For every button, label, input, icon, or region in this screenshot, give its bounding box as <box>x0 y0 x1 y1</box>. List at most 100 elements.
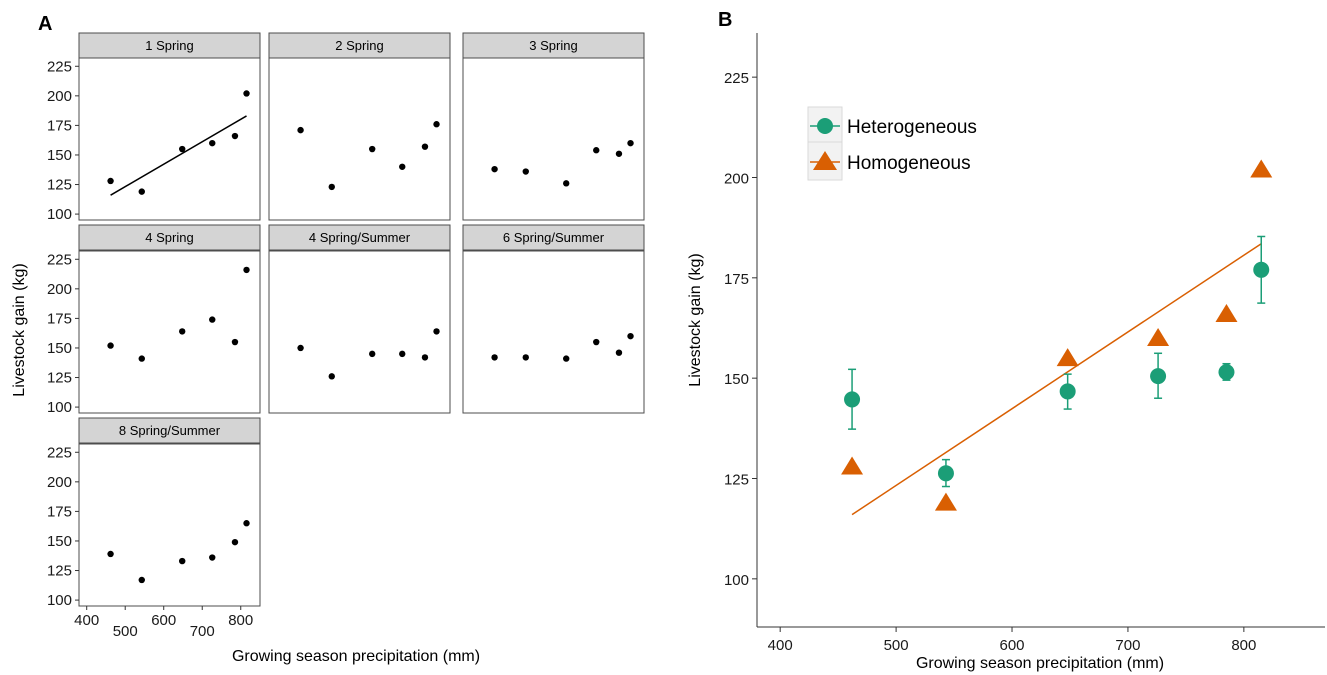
y-tick-label: 150 <box>47 533 72 550</box>
data-point <box>243 90 250 97</box>
facet-frame <box>462 57 645 221</box>
x-tick-label: 500 <box>884 637 909 654</box>
homogeneous-point <box>1147 328 1170 347</box>
facet-title: 4 Spring <box>145 230 193 245</box>
data-point <box>179 328 186 335</box>
y-tick-label: 175 <box>47 503 72 520</box>
x-axis-title: Growing season precipitation (mm) <box>916 655 1164 672</box>
heterogeneous-point <box>937 465 954 482</box>
data-point <box>243 266 250 274</box>
facet-title: 8 Spring/Summer <box>119 423 221 438</box>
y-tick-label: 225 <box>47 251 72 268</box>
facet: 2 Spring <box>268 32 451 221</box>
y-tick-label: 175 <box>47 117 72 134</box>
x-axis-title: Growing season precipitation (mm) <box>232 648 480 665</box>
x-tick-label: 400 <box>74 612 99 629</box>
data-point <box>138 188 145 195</box>
y-tick-label: 125 <box>47 177 72 194</box>
y-tick-label: 200 <box>47 281 72 298</box>
data-point <box>369 145 376 153</box>
facet-title: 2 Spring <box>335 38 383 53</box>
facet: 4 Spring 100 125 150 175 200 225 <box>47 224 261 416</box>
facet: 8 Spring/Summer 100 125 150 175 200 225 400 500 6… <box>47 417 261 640</box>
data-point <box>421 354 429 361</box>
facet-title: 6 Spring/Summer <box>503 230 605 245</box>
facet: 6 Spring/Summer <box>462 224 645 414</box>
panel-a: 1 Spring 100 125 150 175 200 225 2 Spring 3 Spri… <box>11 32 645 665</box>
data-point <box>231 538 239 546</box>
x-tick-label: 800 <box>1231 637 1256 654</box>
facet: 3 Spring <box>462 32 645 221</box>
data-point <box>138 355 145 362</box>
facet-frame <box>78 250 261 414</box>
facet: 1 Spring 100 125 150 175 200 225 <box>47 32 261 223</box>
legend-heterogeneous-marker <box>817 118 833 134</box>
y-tick-label: 175 <box>47 310 72 327</box>
data-point <box>297 344 304 352</box>
homogeneous-point <box>1250 159 1273 178</box>
facet-strip <box>462 32 645 59</box>
panel-a-label: A <box>38 13 52 35</box>
data-point <box>243 520 250 527</box>
data-point <box>399 350 406 358</box>
y-tick-label: 175 <box>724 271 749 288</box>
facet-frame <box>78 443 261 607</box>
panel-b: 100 125 150 175 200 225 400 500 600 700 800 Heterog… <box>687 33 1325 672</box>
y-tick-label: 200 <box>47 88 72 105</box>
data-point <box>615 150 623 157</box>
facet-frame <box>268 250 451 414</box>
data-point <box>107 550 114 558</box>
data-point <box>297 126 304 134</box>
data-point <box>328 373 335 380</box>
y-tick-label: 150 <box>724 371 749 388</box>
x-tick-label: 400 <box>768 637 793 654</box>
y-tick-label: 150 <box>47 147 72 164</box>
facet-strip <box>268 32 451 59</box>
facet-strip <box>462 224 645 251</box>
data-point <box>491 165 498 173</box>
data-point <box>107 177 114 185</box>
data-point <box>328 183 335 191</box>
facet-title: 4 Spring/Summer <box>309 230 411 245</box>
facet-strip <box>268 224 451 251</box>
x-tick-label: 700 <box>1115 637 1140 654</box>
data-point <box>209 554 216 561</box>
y-tick-label: 125 <box>724 472 749 489</box>
data-point <box>433 328 440 335</box>
y-tick-label: 100 <box>47 399 72 416</box>
data-point <box>627 332 634 340</box>
data-point <box>231 338 239 346</box>
data-point <box>209 316 216 323</box>
facet: 4 Spring/Summer <box>268 224 451 414</box>
data-point <box>491 354 498 361</box>
data-point <box>179 145 186 153</box>
facet-frame <box>268 57 451 221</box>
data-point <box>563 355 570 362</box>
x-tick-label: 700 <box>190 623 215 640</box>
x-tick-label: 500 <box>113 623 138 640</box>
homogeneous-point <box>1215 303 1238 322</box>
homogeneous-point <box>1056 348 1079 367</box>
data-point <box>369 350 376 358</box>
y-axis-title: Livestock gain (kg) <box>687 253 704 386</box>
y-tick-label: 225 <box>47 444 72 461</box>
y-tick-label: 225 <box>47 58 72 75</box>
y-tick-label: 225 <box>724 70 749 87</box>
facet-strip <box>78 417 261 444</box>
y-tick-label: 200 <box>724 170 749 187</box>
heterogeneous-point <box>1253 261 1270 278</box>
data-point <box>433 121 440 128</box>
heterogeneous-point <box>1150 368 1167 385</box>
facet-strip <box>78 32 261 59</box>
y-tick-label: 100 <box>724 572 749 589</box>
data-point <box>627 139 634 147</box>
heterogeneous-point <box>1059 383 1076 400</box>
heterogeneous-point <box>1218 364 1235 381</box>
legend-label: Heterogeneous <box>847 117 977 138</box>
data-point <box>522 168 529 175</box>
x-tick-label: 600 <box>1000 637 1025 654</box>
legend-label: Homogeneous <box>847 153 971 174</box>
y-tick-label: 125 <box>47 370 72 387</box>
data-point <box>615 349 623 356</box>
